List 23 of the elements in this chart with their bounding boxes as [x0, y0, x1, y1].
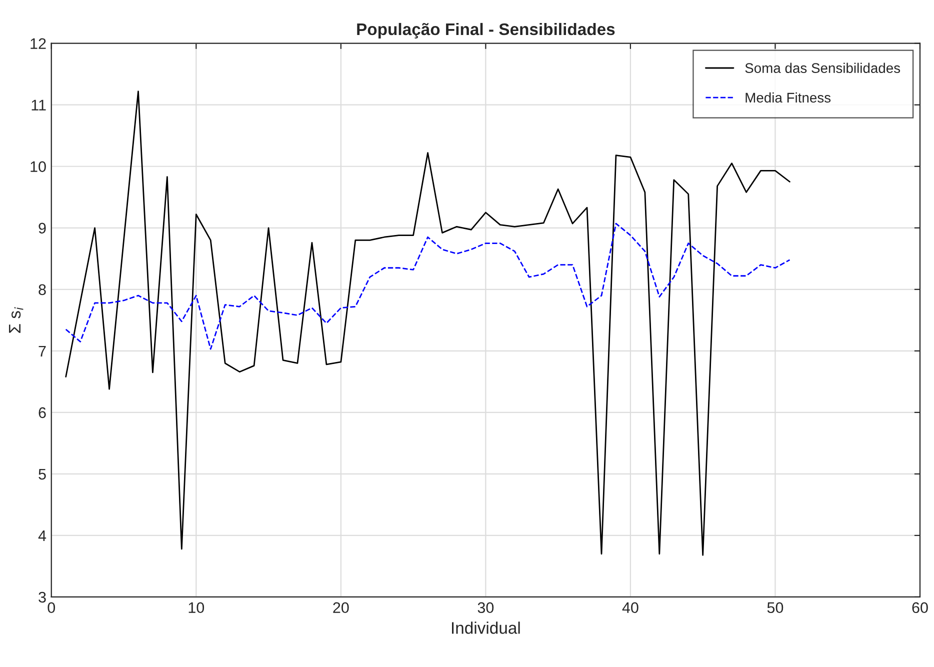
- chart-title: População Final - Sensibilidades: [357, 22, 615, 38]
- x-tick-label: 10: [188, 602, 204, 614]
- y-axis-title: Σ s$_{i}$: [9, 307, 24, 333]
- x-tick-label: 20: [333, 602, 349, 614]
- legend-label: Media Fitness: [746, 92, 831, 103]
- legend-label: Soma das Sensibilidades: [745, 62, 900, 73]
- y-tick-label: 8: [38, 284, 46, 296]
- y-tick-label: 3: [38, 592, 46, 603]
- y-tick-label: 6: [38, 407, 46, 418]
- x-tick-label: 50: [767, 602, 784, 614]
- line-series: [65, 222, 790, 350]
- y-tick-label: 7: [38, 346, 46, 356]
- x-tick-label: 30: [478, 602, 494, 614]
- x-axis-title: Individual: [452, 622, 520, 634]
- y-tick-label: 10: [30, 161, 46, 172]
- y-tick-label: 12: [30, 38, 46, 49]
- x-tick-label: 60: [912, 602, 928, 614]
- x-tick-label: 0: [48, 602, 56, 614]
- y-tick-label: 5: [38, 468, 46, 480]
- y-tick-label: 9: [38, 222, 46, 234]
- x-tick-label: 40: [622, 602, 638, 614]
- y-tick-label: 4: [38, 530, 46, 541]
- y-tick-label: 11: [32, 100, 46, 110]
